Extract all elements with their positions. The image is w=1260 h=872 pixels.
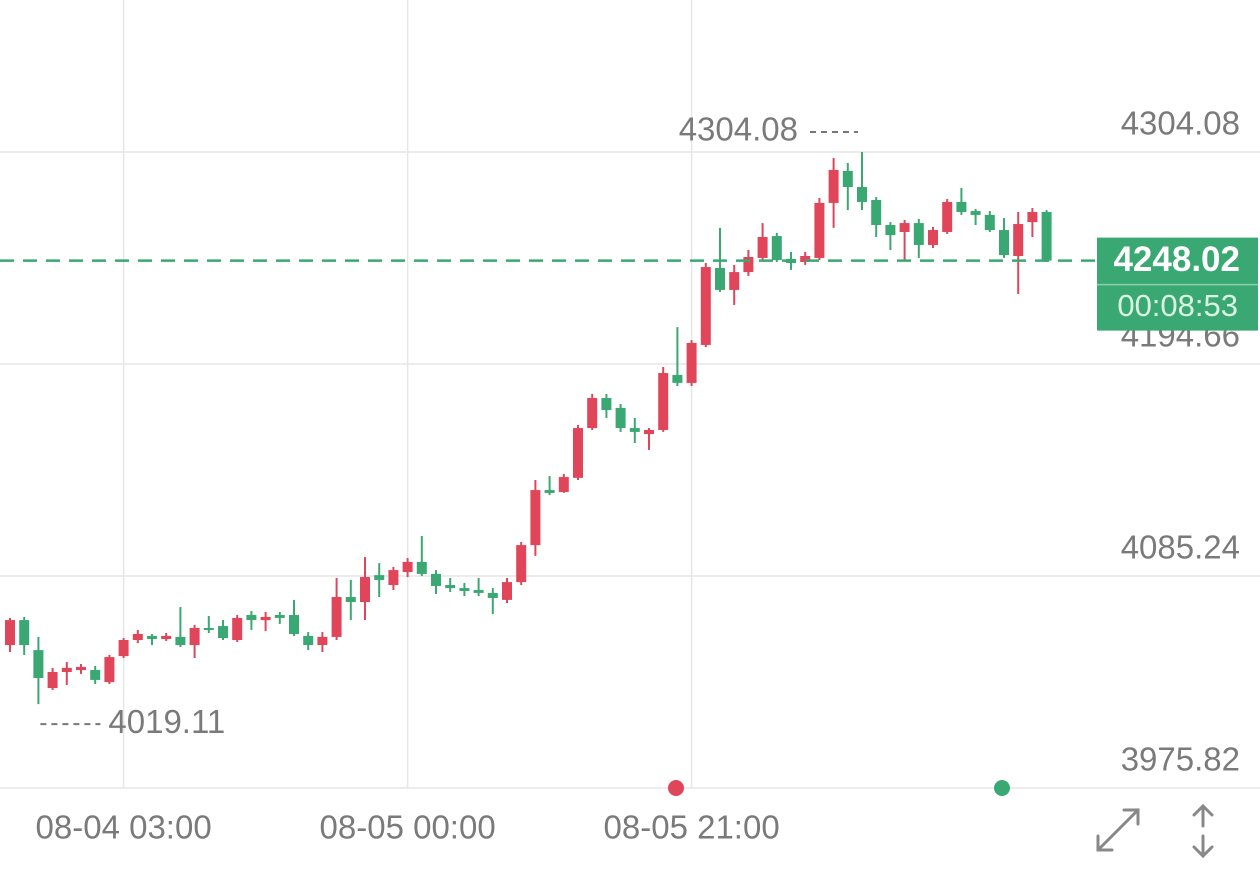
candle-body [317,636,328,646]
candle-body [218,626,228,639]
candle-body [601,398,612,411]
candle-body [104,657,115,683]
candle-body [445,584,456,589]
candle-body [331,597,342,637]
candle-body [132,634,143,641]
candle-body [573,428,583,478]
candle-body [828,169,839,203]
last-price-label: 4248.02 [1113,240,1240,279]
grid [0,0,1260,789]
candle-body [303,635,314,646]
candle-body [260,616,271,621]
candle-body [388,570,399,585]
high-marker-label: 4304.08 [679,111,798,148]
candles [5,151,1052,705]
candle-body [544,490,555,493]
candle-body [984,214,995,231]
candle-body [970,211,981,215]
candle-body [814,202,825,258]
candle-body [402,561,413,573]
candle-body [5,620,15,646]
candle-body [842,170,853,188]
candle-body [374,575,385,580]
candle-body [459,588,470,591]
candle-body [800,256,811,263]
candle-body [289,615,299,635]
candle-body [516,545,527,583]
candle-body [487,592,498,598]
candle-body [942,201,953,232]
x-tick-label: 08-04 03:00 [36,809,212,846]
candle-body [274,615,285,618]
candle-body [1027,212,1038,223]
candle-body [743,256,754,273]
x-tick-label: 08-05 00:00 [320,809,496,846]
candle-body [729,272,740,290]
candle-body [913,223,924,245]
candle-body [771,236,782,261]
candle-body [345,597,356,603]
candle-body [999,230,1009,256]
candle-body [147,635,157,640]
candle-body [857,187,867,202]
candle-body [871,200,882,226]
event-dot[interactable] [994,780,1010,796]
candle-body [175,636,186,646]
candle-body [1041,212,1052,261]
candle-body [899,223,910,232]
expand-icon[interactable] [1096,808,1140,852]
candle-body [715,268,725,290]
candle-body [161,635,172,640]
candle-body [246,615,257,621]
candle-body [90,670,101,680]
x-tick-label: 08-05 21:00 [604,809,780,846]
y-tick-label: 4304.08 [1121,105,1240,142]
candle-body [232,617,243,641]
candle-body [360,577,370,603]
candle-body [502,582,512,600]
candle-body [19,620,30,646]
event-dot[interactable] [668,780,684,796]
candle-body [431,573,441,586]
candle-body [558,477,569,492]
candle-body [47,671,58,689]
y-tick-label: 4085.24 [1121,529,1240,566]
candle-body [189,628,200,646]
scale-icon[interactable] [1192,803,1214,859]
candle-body [885,225,896,236]
candle-body [644,429,654,435]
candle-body [587,398,598,429]
candle-body [33,650,44,678]
candle-body [700,267,711,345]
candle-body [118,640,129,657]
y-tick-label: 3975.82 [1121,741,1240,778]
candle-body [1013,224,1024,257]
candle-body [530,490,541,546]
candle-body [76,666,86,671]
candle-body [629,428,640,432]
candle-body [928,230,938,245]
countdown-label: 00:08:53 [1117,288,1238,323]
candle-body [686,342,697,383]
candle-body [757,237,768,258]
candle-body [672,374,683,383]
candle-body [473,590,484,593]
candle-body [658,373,669,430]
candle-body [416,561,427,574]
candle-body [61,667,72,672]
candle-body [203,628,214,631]
candle-body [956,201,967,213]
low-marker-label: 4019.11 [108,703,225,740]
candle-body [615,407,626,429]
